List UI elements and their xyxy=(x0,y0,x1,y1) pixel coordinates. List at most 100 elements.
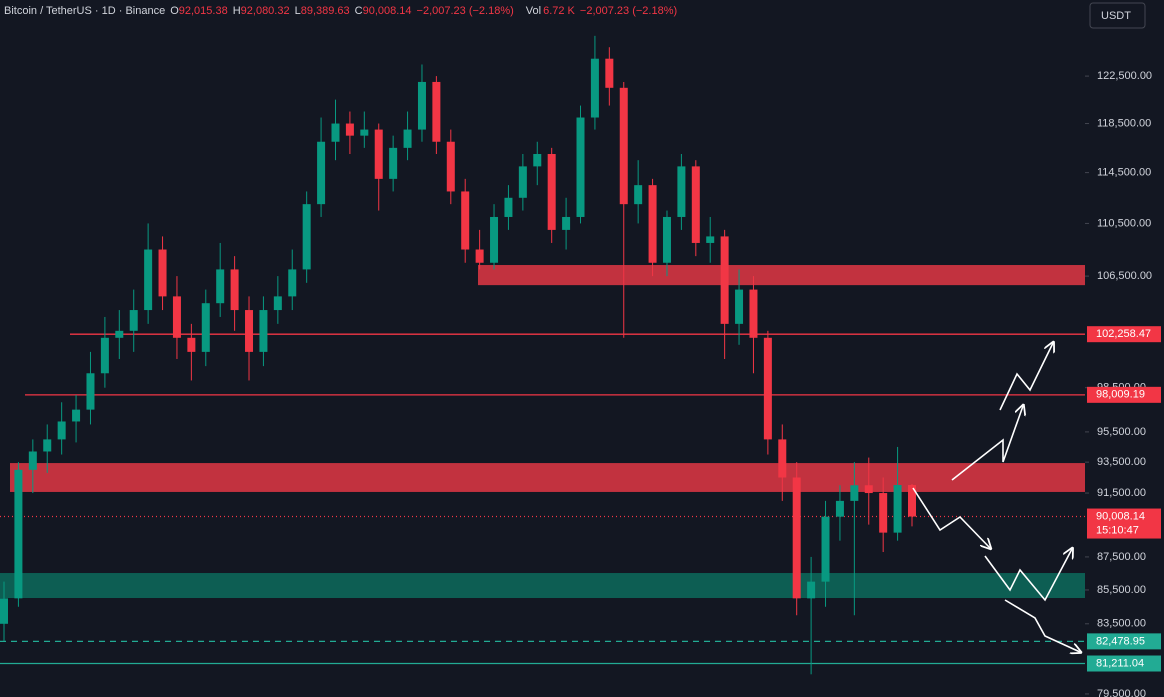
low-value: 89,389.63 xyxy=(300,5,350,17)
candle-body xyxy=(345,123,354,136)
candle-body xyxy=(230,269,239,311)
candle-body xyxy=(807,581,816,599)
arrow xyxy=(999,343,1053,411)
candle-body xyxy=(417,81,426,130)
close-value: 90,008.14 xyxy=(362,5,412,17)
candle-body xyxy=(14,469,23,599)
candle-body xyxy=(720,236,729,324)
zone xyxy=(10,463,1085,492)
symbol: Bitcoin / TetherUS · 1D · Binance xyxy=(4,5,166,17)
volume-value: 6.72 K xyxy=(543,5,575,17)
candle-body xyxy=(562,216,571,230)
candle-body xyxy=(403,129,412,148)
candle-body xyxy=(864,485,873,494)
candle-body xyxy=(331,123,340,142)
candle-body xyxy=(504,197,513,217)
price-badge-label: 81,211.04 xyxy=(1096,657,1144,669)
candle-body xyxy=(490,216,499,263)
price-badge-label: 82,478.95 xyxy=(1096,635,1145,647)
currency-button-text[interactable]: USDT xyxy=(1101,10,1131,22)
candle-body xyxy=(893,485,902,533)
candle-body xyxy=(259,310,268,352)
y-tick-label: 122,500.00 xyxy=(1097,70,1152,82)
candle-body xyxy=(533,154,542,167)
high-value: 92,080.32 xyxy=(240,5,290,17)
zones xyxy=(0,265,1085,599)
candle-body xyxy=(432,81,441,142)
price-badge xyxy=(1087,326,1161,343)
candle-body xyxy=(590,58,599,118)
candles xyxy=(0,35,916,675)
open-value: 92,015.38 xyxy=(178,5,228,17)
candle-body xyxy=(389,147,398,179)
y-tick-label: 83,500.00 xyxy=(1097,618,1146,630)
candle-body xyxy=(677,166,686,217)
candle-body xyxy=(273,296,282,311)
candle-body xyxy=(821,516,830,582)
candle-body xyxy=(648,185,657,263)
candle-body xyxy=(187,337,196,352)
y-tick-label: 93,500.00 xyxy=(1097,456,1146,468)
candle-body xyxy=(850,485,859,501)
candle-body xyxy=(908,485,916,517)
y-tick-label: 79,500.00 xyxy=(1097,688,1146,697)
currency-button-box[interactable] xyxy=(1089,2,1146,29)
price-badge xyxy=(1087,655,1161,672)
candle-body xyxy=(792,477,801,599)
candle-body xyxy=(374,129,383,179)
candle-body xyxy=(28,451,37,470)
price-badges: 102,258.47 98,009.19 90,008.14 15:10:47 82,4… xyxy=(1087,326,1161,672)
candle-body xyxy=(144,249,153,311)
candle-body xyxy=(763,337,772,440)
y-tick-label: 114,500.00 xyxy=(1097,167,1151,179)
candle-body xyxy=(360,129,369,136)
candle-body xyxy=(605,58,614,88)
candle-body xyxy=(662,216,671,263)
low-label: L xyxy=(294,5,301,17)
arrow xyxy=(1004,599,1080,652)
y-tick-label: 87,500.00 xyxy=(1097,551,1146,563)
candle-body xyxy=(518,166,527,198)
arrow xyxy=(984,549,1072,602)
price-badge-label: 102,258.47 xyxy=(1096,328,1151,340)
candle-body xyxy=(172,296,181,338)
open-label: O xyxy=(170,5,179,17)
price-badge xyxy=(1087,386,1161,403)
high-label: H xyxy=(232,5,241,17)
arrow xyxy=(912,487,990,548)
candle-body xyxy=(461,191,470,250)
candle-body xyxy=(619,87,628,205)
candle-body xyxy=(245,310,254,352)
candle-body xyxy=(158,249,167,297)
candle-body xyxy=(43,439,52,452)
y-tick-label: 95,500.00 xyxy=(1097,426,1146,438)
zone xyxy=(478,265,1085,286)
candle-body xyxy=(115,330,124,338)
candle-body xyxy=(201,303,210,352)
candle-body xyxy=(302,204,311,270)
countdown: 15:10:47 xyxy=(1096,524,1139,536)
candle-body xyxy=(634,185,643,205)
y-tick-label: 106,500.00 xyxy=(1097,270,1152,282)
levels xyxy=(0,333,1085,665)
y-tick-label: 85,500.00 xyxy=(1097,584,1146,596)
candle-body xyxy=(475,249,484,263)
candle-body xyxy=(57,421,66,440)
y-tick-label: 91,500.00 xyxy=(1097,487,1146,499)
change: −2,007.23 (−2.18%) xyxy=(416,5,514,17)
candle-body xyxy=(86,373,95,410)
price-badge xyxy=(1087,633,1161,650)
currency-button[interactable]: USDT xyxy=(1089,2,1146,29)
candle-body xyxy=(0,598,8,624)
candle-body xyxy=(691,166,700,243)
price-badge-label: 90,008.14 xyxy=(1096,510,1145,522)
price-badge-label: 98,009.19 xyxy=(1096,389,1145,401)
candle-body xyxy=(317,141,326,205)
volume-change: −2,007.23 (−2.18%) xyxy=(579,5,678,17)
zone xyxy=(0,573,1085,599)
candle-body xyxy=(446,141,455,192)
arrow xyxy=(951,406,1023,481)
y-tick-label: 110,500.00 xyxy=(1097,217,1151,229)
candle-body xyxy=(835,500,844,517)
close-label: C xyxy=(354,5,363,17)
